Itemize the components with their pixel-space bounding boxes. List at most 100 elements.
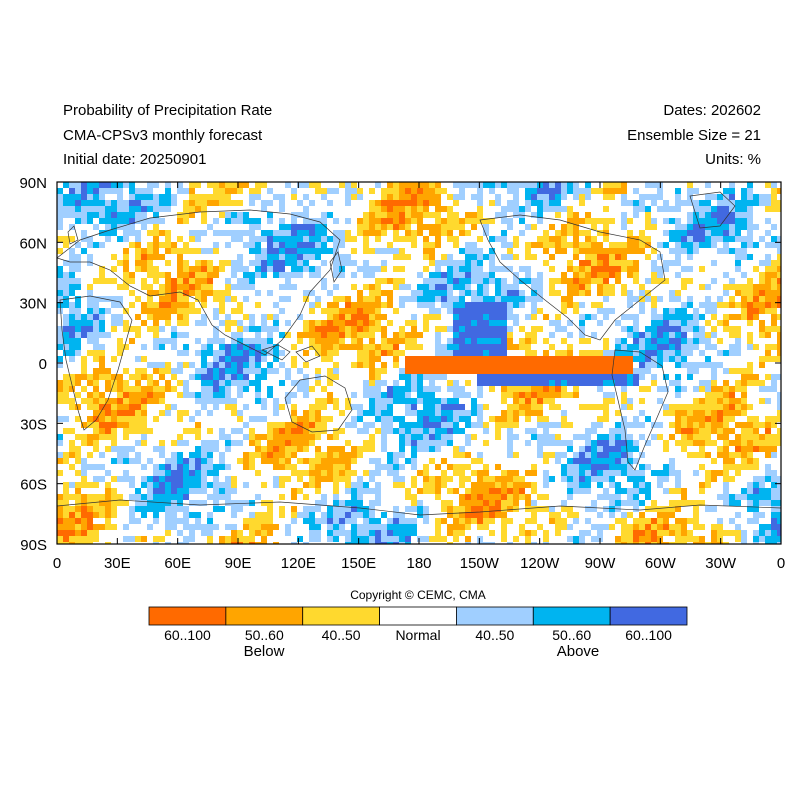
field-cell	[333, 446, 339, 452]
field-cell	[303, 296, 309, 302]
field-cell	[267, 248, 273, 254]
field-cell	[615, 182, 621, 188]
field-cell	[339, 182, 345, 188]
field-cell	[651, 518, 657, 524]
field-cell	[693, 470, 699, 476]
field-cell	[483, 290, 489, 296]
field-cell	[753, 428, 759, 434]
field-cell	[69, 506, 75, 512]
field-cell	[483, 518, 489, 524]
field-cell	[591, 506, 597, 512]
field-cell	[63, 284, 69, 290]
field-cell	[63, 338, 69, 344]
field-cell	[483, 320, 489, 326]
field-cell	[351, 500, 357, 506]
field-cell	[231, 200, 237, 206]
field-cell	[705, 236, 711, 242]
field-cell	[273, 356, 279, 362]
field-cell	[567, 344, 573, 350]
field-cell	[189, 362, 195, 368]
field-cell	[327, 374, 333, 380]
field-cell	[669, 464, 675, 470]
field-cell	[693, 206, 699, 212]
field-cell	[285, 440, 291, 446]
field-cell	[285, 242, 291, 248]
field-cell	[165, 182, 171, 188]
field-cell	[687, 296, 693, 302]
field-cell	[93, 296, 99, 302]
field-cell	[495, 284, 501, 290]
field-cell	[213, 398, 219, 404]
field-cell	[339, 428, 345, 434]
field-cell	[405, 218, 411, 224]
field-cell	[399, 284, 405, 290]
field-cell	[753, 488, 759, 494]
field-cell	[219, 200, 225, 206]
field-cell	[705, 440, 711, 446]
field-cell	[327, 308, 333, 314]
field-cell	[441, 368, 447, 374]
field-cell	[375, 428, 381, 434]
field-cell	[663, 542, 669, 544]
field-cell	[717, 248, 723, 254]
field-cell	[183, 320, 189, 326]
field-cell	[333, 266, 339, 272]
field-cell	[597, 446, 603, 452]
field-cell	[507, 308, 513, 314]
field-cell	[63, 350, 69, 356]
field-cell	[351, 182, 357, 188]
field-cell	[375, 494, 381, 500]
field-cell	[375, 290, 381, 296]
field-cell	[93, 350, 99, 356]
field-cell	[777, 506, 781, 512]
field-cell	[477, 332, 483, 338]
field-cell	[333, 350, 339, 356]
field-cell	[771, 200, 777, 206]
field-cell	[567, 464, 573, 470]
field-cell	[171, 404, 177, 410]
field-cell	[171, 302, 177, 308]
field-cell	[57, 284, 63, 290]
field-cell	[327, 332, 333, 338]
field-cell	[417, 446, 423, 452]
field-cell	[519, 488, 525, 494]
field-cell	[771, 524, 777, 530]
field-cell	[477, 476, 483, 482]
field-cell	[699, 206, 705, 212]
field-cell	[81, 188, 87, 194]
field-cell	[387, 290, 393, 296]
field-cell	[525, 266, 531, 272]
field-cell	[651, 524, 657, 530]
field-cell	[537, 212, 543, 218]
field-cell	[723, 380, 729, 386]
field-cell	[183, 206, 189, 212]
field-cell	[447, 428, 453, 434]
field-cell	[93, 320, 99, 326]
field-cell	[603, 248, 609, 254]
field-cell	[87, 350, 93, 356]
field-cell	[759, 284, 765, 290]
field-cell	[591, 332, 597, 338]
field-cell	[177, 464, 183, 470]
field-cell	[777, 428, 781, 434]
field-cell	[141, 194, 147, 200]
field-cell	[507, 392, 513, 398]
field-cell	[723, 320, 729, 326]
field-cell	[579, 326, 585, 332]
field-cell	[747, 368, 753, 374]
field-cell	[447, 278, 453, 284]
field-cell	[681, 446, 687, 452]
field-cell	[231, 488, 237, 494]
field-cell	[411, 404, 417, 410]
field-cell	[393, 188, 399, 194]
field-cell	[129, 224, 135, 230]
field-cell	[153, 488, 159, 494]
field-cell	[411, 356, 417, 362]
field-cell	[315, 404, 321, 410]
field-cell	[231, 212, 237, 218]
field-cell	[621, 314, 627, 320]
field-cell	[117, 344, 123, 350]
field-cell	[123, 182, 129, 188]
lon-label: 60W	[645, 555, 677, 572]
field-cell	[585, 254, 591, 260]
